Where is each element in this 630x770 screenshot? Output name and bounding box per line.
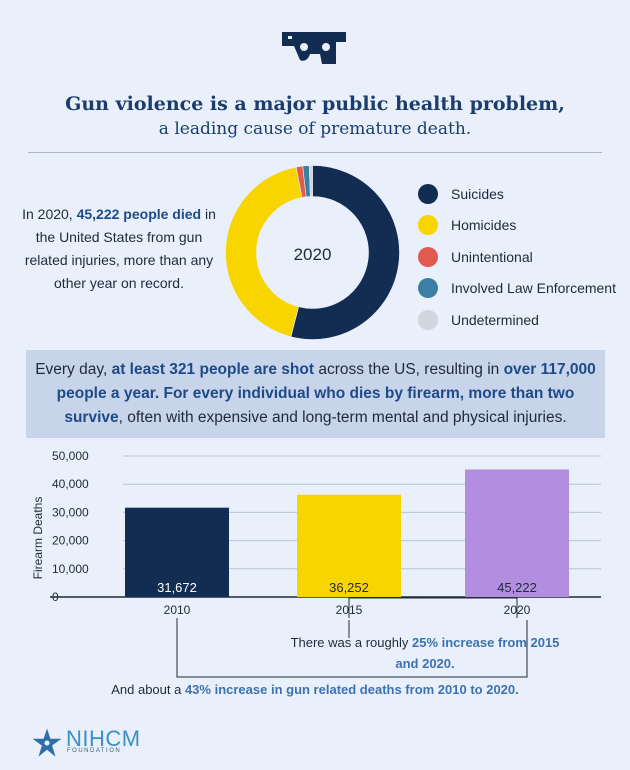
- stat-banner: [26, 350, 605, 438]
- donut-hole: [256, 196, 369, 309]
- logo-name: NIHCM: [66, 726, 141, 751]
- donut-center-label: 2020: [294, 245, 332, 264]
- bar-2015: [297, 494, 401, 597]
- x-tick-label: 2010: [164, 603, 191, 617]
- y-axis-label: Firearm Deaths: [31, 497, 45, 580]
- legend-item: Undetermined: [418, 304, 616, 336]
- legend-item: Unintentional: [418, 241, 616, 273]
- donut-legend: Suicides Homicides Unintentional Involved L…: [418, 178, 616, 336]
- y-tick-label: 0: [52, 590, 59, 604]
- legend-label: Involved Law Enforcement: [451, 280, 616, 297]
- logo-subtitle: FOUNDATION: [67, 748, 122, 754]
- y-tick-label: 10,000: [52, 562, 89, 576]
- bar-value-label: 31,672: [157, 580, 197, 595]
- star-logo-icon: [32, 728, 62, 757]
- increase-note-2010-2020: And about a 43% increase in gun related …: [111, 682, 519, 697]
- bar-value-label: 36,252: [329, 580, 369, 595]
- donut-chart: 2020: [225, 165, 400, 340]
- y-tick-label: 30,000: [52, 505, 89, 519]
- bracket-2015-2020: [348, 597, 518, 618]
- y-tick-label: 50,000: [52, 449, 89, 463]
- bar-2020: [465, 469, 569, 597]
- legend-swatch: [418, 246, 438, 267]
- legend-item: Involved Law Enforcement: [418, 273, 616, 305]
- bar-value-label: 45,222: [497, 580, 537, 595]
- bar-2010: [125, 507, 229, 597]
- legend-swatch: [418, 183, 438, 204]
- intro-text: In 2020, 45,222 people died in the Unite…: [22, 206, 216, 291]
- y-tick-label: 40,000: [52, 477, 89, 491]
- legend-swatch: [418, 309, 438, 330]
- bracket-lines: [176, 620, 528, 678]
- legend-label: Homicides: [451, 217, 517, 234]
- page-title: Gun violence is a major public health pr…: [65, 93, 565, 115]
- bar-chart: 0 10,000 20,000 30,000 40,000 50,000 31,672 36…: [31, 449, 601, 670]
- increase-note-2015-2020: There was a roughly 25% increase from 20…: [290, 635, 560, 671]
- stat-banner-text: Every day, at least 321 people are shot …: [35, 361, 596, 426]
- legend-label: Unintentional: [451, 248, 533, 265]
- divider: [28, 152, 602, 153]
- legend-swatch: [418, 215, 438, 236]
- y-tick-label: 20,000: [52, 534, 89, 548]
- legend-label: Suicides: [451, 185, 504, 202]
- gun-icon: [282, 32, 346, 64]
- page-subtitle: a leading cause of premature death.: [158, 119, 472, 139]
- legend-label: Undetermined: [451, 311, 539, 328]
- legend-swatch: [418, 278, 438, 299]
- legend-item: Suicides: [418, 178, 616, 210]
- legend-item: Homicides: [418, 210, 616, 242]
